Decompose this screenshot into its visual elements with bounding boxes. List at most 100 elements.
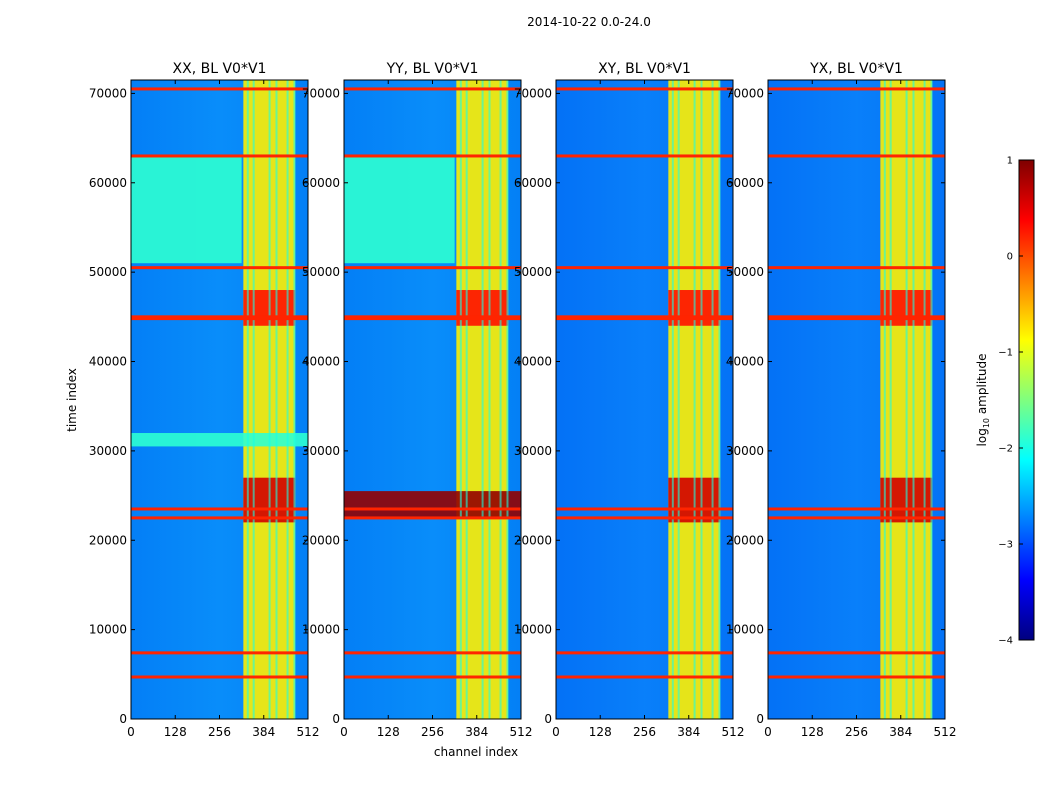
x-tick-label: 256 <box>633 725 656 739</box>
rfi-row <box>556 507 733 511</box>
rfi-row <box>768 317 945 321</box>
colorbar-label: log10 amplitude <box>975 354 991 447</box>
y-tick-label: 70000 <box>302 86 340 100</box>
x-tick-label: 256 <box>845 725 868 739</box>
heatmap-band <box>131 433 308 447</box>
heatmap-panel: YY, BL V0*V1 0 128 256 384 512 0 10000 20000 3000… <box>302 61 533 739</box>
rfi-row <box>556 675 733 679</box>
rfi-row <box>556 154 733 158</box>
panel-title: XX, BL V0*V1 <box>173 61 267 77</box>
panel-title: YX, BL V0*V1 <box>809 61 903 77</box>
y-tick-label: 30000 <box>726 444 764 458</box>
y-tick-label: 0 <box>756 712 764 726</box>
rfi-row <box>768 516 945 520</box>
x-tick-label: 0 <box>340 725 348 739</box>
colorbar-tick-label: 1 <box>1007 156 1013 167</box>
rfi-row <box>344 154 521 158</box>
y-tick-label: 10000 <box>89 623 127 637</box>
heatmap-panel: YX, BL V0*V1 0 128 256 384 512 0 10000 20000 3000… <box>726 61 957 739</box>
heatmap-band <box>344 155 455 264</box>
colorbar-tick-label: −1 <box>998 348 1013 359</box>
y-tick-label: 40000 <box>89 355 127 369</box>
x-tick-label: 512 <box>722 725 745 739</box>
rfi-row <box>768 675 945 679</box>
rfi-row <box>344 651 521 655</box>
colorbar-tick-label: 0 <box>1007 252 1013 263</box>
colorbar: 1 0 −1 −2 −3 −4 log10 amplitude <box>975 156 1035 647</box>
x-axis-label: channel index <box>434 745 518 759</box>
rfi-row <box>556 315 733 319</box>
colorbar-tick-label: −2 <box>998 444 1013 455</box>
colorbar-ticks: 1 0 −1 −2 −3 −4 <box>998 156 1023 647</box>
figure-suptitle: 2014-10-22 0.0-24.0 <box>527 15 651 29</box>
rfi-row <box>344 315 521 319</box>
x-tick-label: 384 <box>252 725 275 739</box>
y-tick-label: 50000 <box>89 265 127 279</box>
x-tick-label: 512 <box>510 725 533 739</box>
y-tick-label: 20000 <box>514 533 552 547</box>
y-tick-label: 20000 <box>89 533 127 547</box>
y-tick-label: 30000 <box>89 444 127 458</box>
heatmap-panels: XX, BL V0*V1 0 128 256 384 512 0 10000 20000 3000… <box>89 61 957 739</box>
x-tick-label: 384 <box>465 725 488 739</box>
y-tick-label: 10000 <box>302 623 340 637</box>
x-tick-label: 128 <box>164 725 187 739</box>
y-tick-label: 60000 <box>89 176 127 190</box>
y-axis-label: time index <box>65 368 79 432</box>
y-tick-label: 0 <box>544 712 552 726</box>
rfi-row <box>131 317 308 321</box>
heatmap-panel: XY, BL V0*V1 0 128 256 384 512 0 10000 20000 3000… <box>514 61 745 739</box>
rfi-row <box>344 675 521 679</box>
rfi-row <box>768 315 945 319</box>
rfi-row <box>344 87 521 91</box>
y-tick-label: 60000 <box>514 176 552 190</box>
rfi-row <box>131 315 308 319</box>
y-tick-label: 30000 <box>302 444 340 458</box>
x-tick-label: 256 <box>208 725 231 739</box>
y-tick-label: 20000 <box>302 533 340 547</box>
rfi-row <box>131 87 308 91</box>
rfi-row <box>344 507 521 511</box>
x-tick-label: 384 <box>677 725 700 739</box>
y-tick-label: 0 <box>332 712 340 726</box>
y-tick-label: 40000 <box>514 355 552 369</box>
y-tick-label: 70000 <box>514 86 552 100</box>
heatmap-panel: XX, BL V0*V1 0 128 256 384 512 0 10000 20000 3000… <box>89 61 320 739</box>
x-tick-label: 128 <box>801 725 824 739</box>
rfi-row <box>556 87 733 91</box>
rfi-row <box>344 516 521 520</box>
rfi-row <box>556 266 733 270</box>
rfi-row <box>768 87 945 91</box>
rfi-row <box>131 651 308 655</box>
y-tick-label: 50000 <box>302 265 340 279</box>
y-tick-label: 60000 <box>302 176 340 190</box>
rfi-row <box>768 507 945 511</box>
rfi-row <box>131 266 308 270</box>
rfi-row <box>344 317 521 321</box>
x-tick-label: 384 <box>889 725 912 739</box>
y-tick-label: 60000 <box>726 176 764 190</box>
x-tick-label: 128 <box>589 725 612 739</box>
rfi-row <box>768 651 945 655</box>
x-tick-label: 0 <box>127 725 135 739</box>
x-tick-label: 0 <box>764 725 772 739</box>
x-tick-label: 512 <box>934 725 957 739</box>
x-tick-label: 0 <box>552 725 560 739</box>
y-tick-label: 50000 <box>726 265 764 279</box>
x-tick-label: 256 <box>421 725 444 739</box>
x-tick-label: 128 <box>377 725 400 739</box>
rfi-row <box>131 675 308 679</box>
x-tick-label: 512 <box>297 725 320 739</box>
rfi-row <box>131 507 308 511</box>
y-tick-label: 30000 <box>514 444 552 458</box>
y-tick-label: 10000 <box>514 623 552 637</box>
y-tick-label: 70000 <box>726 86 764 100</box>
rfi-row <box>556 651 733 655</box>
colorbar-tick-label: −4 <box>998 636 1013 647</box>
rfi-row <box>131 154 308 158</box>
y-tick-label: 20000 <box>726 533 764 547</box>
colorbar-tick-label: −3 <box>998 540 1013 551</box>
heatmap-band <box>344 491 521 518</box>
panel-title: YY, BL V0*V1 <box>386 61 479 77</box>
